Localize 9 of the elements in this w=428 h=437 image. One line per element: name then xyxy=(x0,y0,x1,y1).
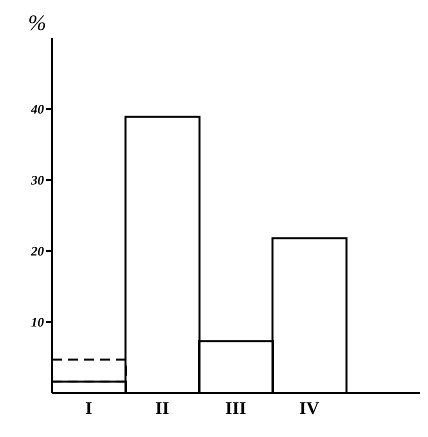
y-axis-title: % xyxy=(28,10,46,36)
y-tick-label: 30 xyxy=(30,172,44,188)
y-tick-label: 10 xyxy=(31,314,44,330)
x-tick-label: III xyxy=(225,398,246,418)
x-tick-label: I xyxy=(85,398,92,418)
y-tick-label: 20 xyxy=(30,244,44,259)
x-tick-label: IV xyxy=(299,398,320,418)
y-tick-label: 40 xyxy=(30,102,44,117)
x-tick-label: II xyxy=(155,398,170,418)
